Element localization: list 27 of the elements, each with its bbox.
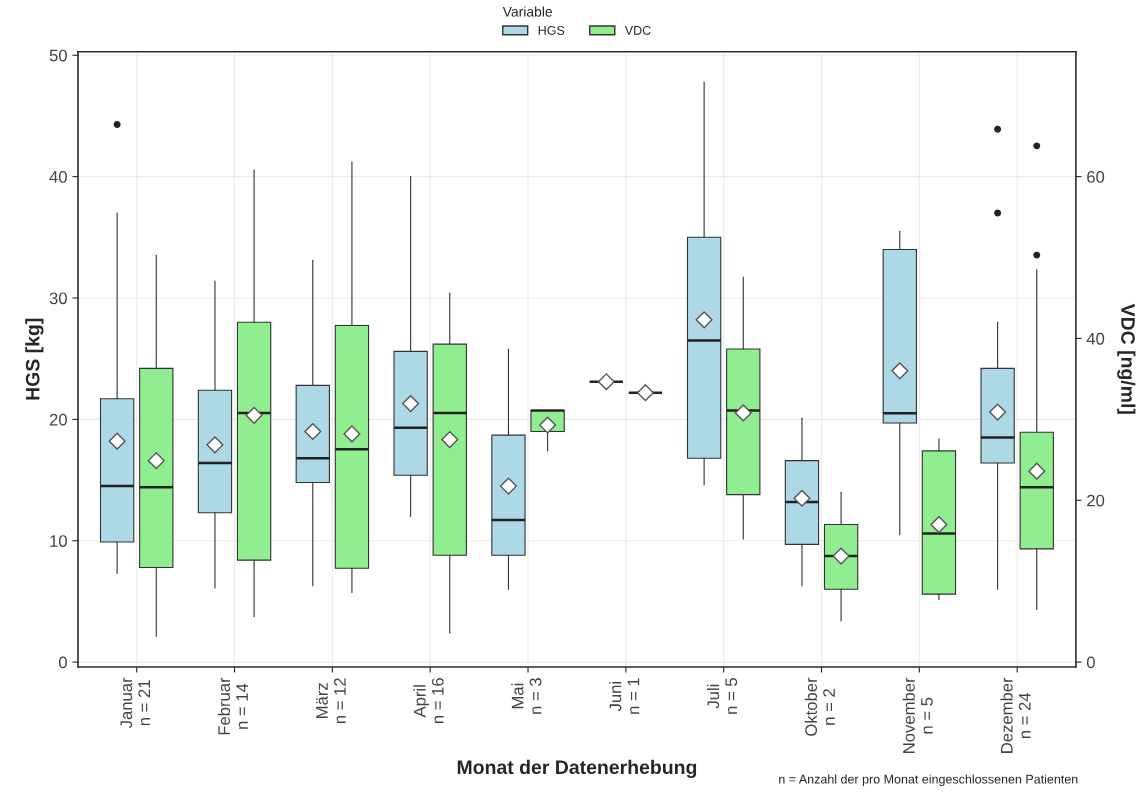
x-tick-label: Dezember n = 24 [1000, 677, 1031, 753]
x-tick-label: April n = 16 [413, 678, 444, 724]
y-axis-title: HGS [kg] [25, 318, 44, 400]
x-tick-label: März n = 12 [316, 678, 346, 724]
y-tick-label: 0 [58, 656, 67, 669]
x-tick-label: Oktober n = 2 [804, 677, 835, 736]
x-tick-label: Juli n = 5 [706, 678, 738, 714]
x-tick-label: Mai n = 3 [511, 678, 542, 714]
y-tick-label: 50 [49, 49, 67, 62]
x-tick-label: November n = 5 [902, 677, 933, 753]
legend-label: VDC [624, 25, 651, 35]
y-tick-label: 10 [50, 535, 67, 547]
legend-label: HGS [538, 25, 565, 35]
y-tick-label: 30 [49, 292, 67, 305]
y-tick-label: 40 [49, 171, 67, 183]
y2-tick-label: 40 [1086, 332, 1105, 345]
x-axis-title: Monat der Datenerhebung [457, 759, 697, 779]
legend-title: Variable [502, 6, 553, 17]
x-tick-label: Januar n = 21 [120, 677, 150, 729]
text: n = Anzahl der pro Monat eingeschlossenen Patienten [779, 774, 1078, 787]
y2-tick-label: 20 [1087, 494, 1105, 507]
y2-axis-title: VDC [ng/ml] [1117, 303, 1136, 414]
x-tick-label: Juni n = 1 [609, 678, 640, 714]
x-tick-label: Februar n = 14 [217, 677, 248, 735]
y-tick-label: 20 [49, 413, 67, 426]
y2-tick-label: 0 [1086, 656, 1095, 669]
y2-tick-label: 60 [1087, 171, 1105, 183]
